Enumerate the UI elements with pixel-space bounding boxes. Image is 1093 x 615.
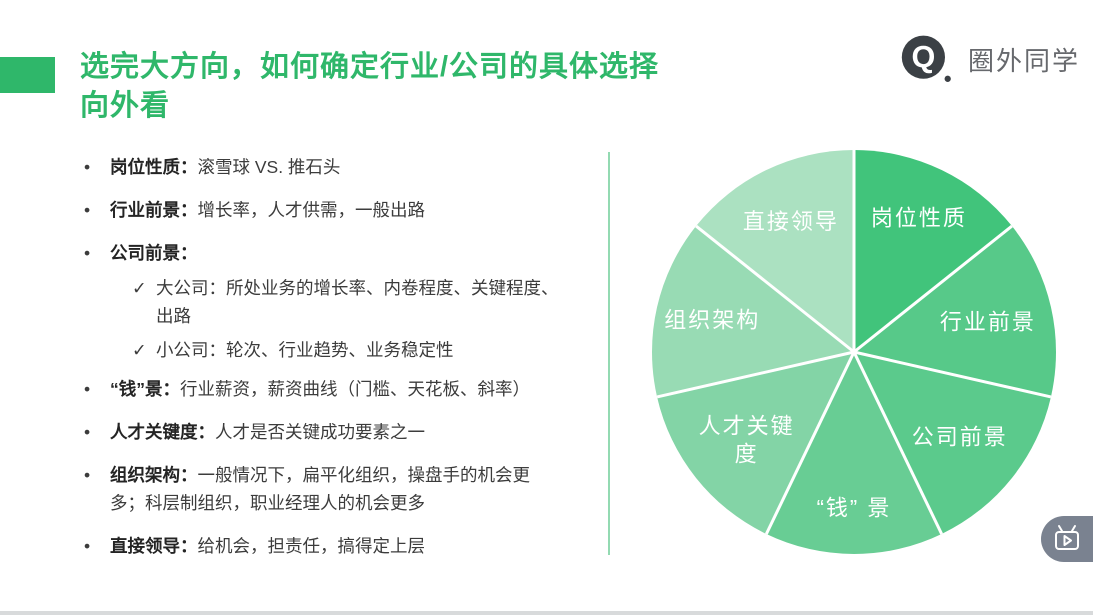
vertical-divider [608,152,610,555]
page-title-line1: 选完大方向，如何确定行业/公司的具体选择 [80,51,660,83]
list-item: • 人才关键度：人才是否关键成功要素之一 [84,418,592,446]
bullet-marker-icon: • [84,200,91,220]
pie-slice-label: 岗位性质 [871,205,967,230]
bullet-marker-icon: • [84,379,91,399]
bullet-marker-icon: • [84,536,91,556]
pie-slice-label: “钱” 景 [817,496,892,521]
bullet-marker-icon: • [84,422,91,442]
q-logo-icon: Q [901,35,951,82]
pie-slice-divider [853,224,1013,354]
list-item-text: 公司前景： [110,239,592,267]
list-item-text: 岗位性质：滚雪球 VS. 推石头 [110,157,341,177]
brand-logo: Q 圈外同学 [900,33,1080,85]
list-item: • “钱”景：行业薪资，薪资曲线（门槛、天花板、斜率） [84,375,592,403]
list-item-term: 直接领导： [110,536,198,556]
list-item-text: “钱”景：行业薪资，薪资曲线（门槛、天花板、斜率） [110,379,530,399]
pie-slice-label: 行业前景 [940,309,1036,334]
video-tv-icon [1055,525,1079,550]
list-item-term: 行业前景： [110,200,198,220]
pie-slice-divider [852,351,943,535]
pie-slice-3 [766,352,942,554]
list-item: • 组织架构：一般情况下，扁平化组织，操盘手的机会更 多；科层制组织，职业经理人的机… [84,461,592,517]
pie-slice-label: 人才关键度 [699,414,795,467]
list-item-term: 人才关键度： [110,422,215,442]
pie-slice-5 [652,226,854,397]
pie-slice-divider [853,350,1052,399]
list-item-text: 组织架构：一般情况下，扁平化组织，操盘手的机会更 多；科层制组织，职业经理人的机会… [110,465,530,513]
bullet-marker-icon: • [84,157,91,177]
page-title: 选完大方向，如何确定行业/公司的具体选择 向外看 [80,48,840,126]
list-item-term: 公司前景： [110,243,198,263]
list-item-term: 小公司： [156,340,226,360]
bullet-marker-icon: • [84,243,91,263]
pie-slice-2 [854,352,1051,534]
list-item-term: 组织架构： [110,465,198,485]
pie-slice-0 [854,150,1012,352]
list-item: • 直接领导：给机会，担责任，搞得定上层 [84,532,592,560]
list-item-text: 小公司：轮次、行业趋势、业务稳定性 [156,340,454,360]
list-item-term: 大公司： [156,278,226,298]
title-accent-block [0,57,55,93]
video-player-button[interactable] [1041,516,1093,562]
pie-slice-label: 直接领导 [743,209,839,234]
list-item-text: 人才关键度：人才是否关键成功要素之一 [110,422,425,442]
pie-slice-label: 公司前景 [912,424,1008,449]
pie-slice-label: 组织架构 [664,308,760,333]
pie-slice-divider [695,224,855,354]
sub-list-item: ✓ 小公司：轮次、行业趋势、业务稳定性 [132,336,592,364]
sub-list-item: ✓ 大公司：所处业务的增长率、内卷程度、关键程度、 出路 [132,274,592,330]
check-marker-icon: ✓ [132,340,147,360]
check-marker-icon: ✓ [132,278,147,298]
list-item-text: 大公司：所处业务的增长率、内卷程度、关键程度、 出路 [156,278,559,326]
list-item: • 岗位性质：滚雪球 VS. 推石头 [84,153,592,181]
pie-slice-divider [656,350,855,399]
brand-name: 圈外同学 [967,45,1080,76]
list-item: • 公司前景： [84,239,592,267]
list-item-term: 岗位性质： [110,157,198,177]
svg-text:Q: Q [911,40,935,74]
list-item-text: 行业前景：增长率，人才供需，一般出路 [110,200,425,220]
pie-slice-divider [765,351,856,535]
pie-slice-6 [696,150,854,352]
list-item-term: “钱”景： [110,379,180,399]
criteria-pie-chart: 岗位性质行业前景公司前景 “钱” 景 人才关键度 组织架构 直接领导 [649,147,1059,557]
list-item-text: 直接领导：给机会，担责任，搞得定上层 [110,536,425,556]
player-bottom-strip [0,611,1093,615]
page-title-line2: 向外看 [80,90,171,122]
bullet-marker-icon: • [84,465,91,485]
bullet-list: • 岗位性质：滚雪球 VS. 推石头 • 行业前景：增长率，人才供需，一般出路 • 公司前… [84,153,592,575]
pie-slice-4 [657,352,854,534]
list-item: • 行业前景：增长率，人才供需，一般出路 [84,196,592,224]
pie-slice-1 [854,226,1056,397]
